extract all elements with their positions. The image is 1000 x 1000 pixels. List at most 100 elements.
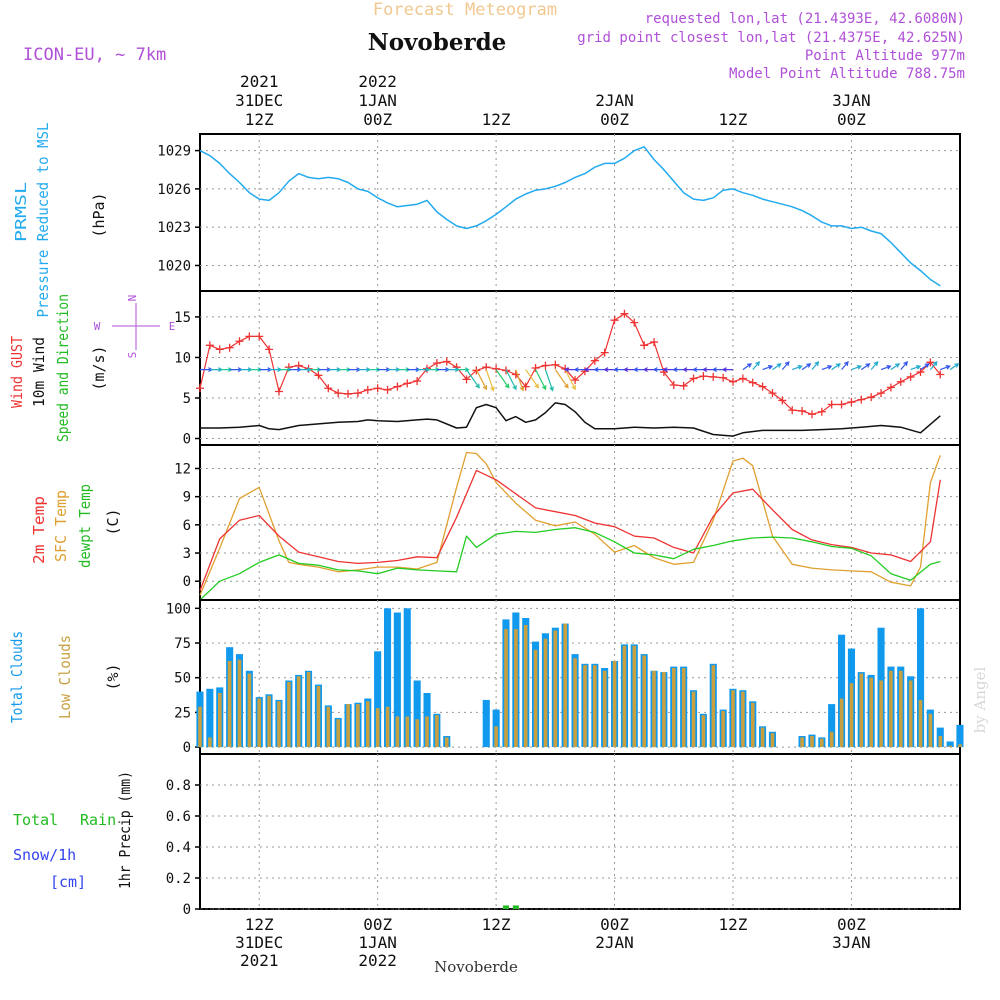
bottom-tick-label: 00Z (600, 915, 629, 934)
gust-marker (709, 372, 718, 381)
low-cloud-bar (237, 659, 242, 748)
total-cloud-bar (828, 704, 836, 748)
wind-direction-arrow (525, 369, 540, 389)
wind-direction-arrow (495, 369, 510, 389)
gust-marker (561, 364, 570, 373)
total-cloud-bar (393, 612, 401, 748)
wind-direction-arrow (613, 367, 625, 373)
wind-direction-arrow (692, 367, 704, 373)
precip-ytick-label-0: 0 (183, 902, 191, 918)
gust-marker (630, 318, 639, 327)
total-cloud-bar (206, 688, 214, 748)
wind-direction-arrow (662, 367, 674, 373)
total-rain-label-1: Total (13, 811, 58, 829)
info-line-4: Model Point Altitude 788.75m (729, 66, 965, 82)
wind10m-line (200, 402, 941, 437)
top-tick-label: 12Z (245, 110, 274, 129)
wind-direction-arrow (920, 363, 930, 371)
top-tick-label: 2022 (358, 72, 397, 91)
total-cloud-bar (946, 741, 954, 747)
low-cloud-bar (553, 630, 558, 747)
wind-direction-arrow (652, 367, 664, 373)
wind-direction-arrow (831, 363, 841, 371)
low-cloud-bar (721, 711, 725, 748)
gust-marker (551, 360, 560, 369)
precip-ytick-label-2: 0.4 (166, 840, 191, 856)
total-clouds-label: Total Clouds (8, 631, 26, 723)
low-cloud-bar (770, 733, 775, 748)
gust-marker (393, 382, 402, 391)
model-label: ICON-EU, ~ 7km (23, 45, 166, 65)
clouds-ytick-label-2: 50 (174, 671, 191, 687)
wind-direction-arrow (949, 363, 960, 371)
total-cloud-bar (917, 608, 925, 747)
wind-direction-arrow (505, 369, 517, 391)
wind-speed-dir-label: Speed and Direction (54, 294, 72, 442)
total-cloud-bar (482, 699, 490, 748)
wind-direction-arrow (781, 361, 790, 371)
gust-marker (867, 393, 876, 402)
location-title: Novoberde (368, 29, 507, 56)
low-cloud-bar (701, 715, 706, 748)
precip-axis-label: 1hr Precip (mm) (116, 771, 134, 889)
precip-ytick-label-4: 0.8 (166, 778, 191, 794)
low-cloud-bar (267, 695, 271, 747)
gust-marker (215, 345, 224, 354)
gust-marker (383, 385, 392, 394)
low-cloud-bar (938, 736, 943, 748)
low-cloud-bar (948, 745, 952, 748)
bottom-tick-label: 00Z (363, 915, 392, 934)
wind-direction-arrow (642, 367, 655, 373)
gust-marker (571, 376, 580, 385)
gust-marker (650, 338, 659, 347)
bottom-tick-label: 31DEC (235, 933, 283, 952)
gust-marker (255, 332, 264, 341)
temp-unit-label: (C) (104, 508, 122, 535)
top-tick-label: 31DEC (235, 91, 283, 110)
total-cloud-bar (838, 634, 846, 748)
top-tick-label: 1JAN (358, 91, 397, 110)
low-cloud-bar (672, 668, 676, 748)
low-cloud-bar (829, 731, 834, 748)
wind-direction-arrow (772, 363, 782, 371)
gust-marker (511, 370, 520, 379)
gust-marker (758, 382, 767, 391)
wind-unit-label: (m/s) (90, 345, 108, 390)
precip-ytick-label-3: 0.6 (166, 809, 191, 825)
bottom-tick-label: 2022 (358, 951, 397, 970)
gust-marker (896, 377, 905, 386)
gust-marker (225, 343, 234, 352)
watermark: by Angel (971, 666, 989, 733)
low-cloud-bar (385, 706, 390, 747)
low-cloud-bar (612, 661, 617, 747)
low-cloud-bar (602, 670, 607, 748)
low-cloud-bar (760, 727, 765, 747)
low-cloud-bar (415, 719, 419, 747)
low-cloud-bar (839, 698, 844, 748)
gust-marker (768, 389, 777, 398)
wind-direction-arrow (515, 369, 525, 392)
gust-marker (788, 406, 797, 415)
low-cloud-bar (849, 683, 854, 747)
wind-ytick-label-2: 10 (174, 350, 191, 366)
gust-marker (373, 384, 382, 393)
gust-label: Wind GUST (8, 336, 26, 408)
low-cloud-bar (908, 680, 913, 748)
wind-direction-arrow (721, 367, 733, 373)
wind-direction-arrow (811, 361, 820, 371)
wind-direction-arrow (623, 367, 635, 373)
wind-direction-arrow (742, 363, 752, 371)
low-cloud-bar (652, 670, 656, 748)
gust-marker (442, 357, 451, 366)
temp-ytick-label-2: 6 (183, 518, 191, 534)
wind-direction-arrow (544, 369, 554, 392)
low-cloud-bar (296, 676, 301, 748)
gust-marker (353, 389, 362, 398)
compass-e: E (169, 320, 176, 333)
plot-area: 1020102310261029051015036912025507510000… (157, 133, 964, 918)
wind-direction-arrow (841, 361, 849, 371)
low-cloud-bar (810, 736, 814, 748)
top-tick-label: 00Z (363, 110, 392, 129)
